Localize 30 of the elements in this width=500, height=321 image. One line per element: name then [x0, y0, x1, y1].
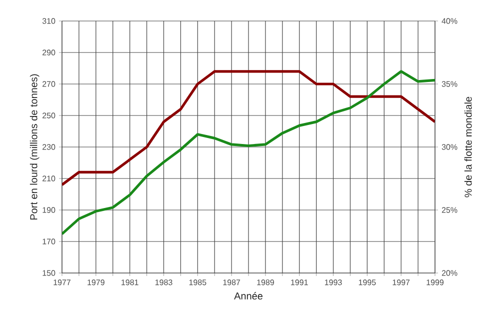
- y-axis-title: Port en lourd (millions de tonnes): [30, 74, 40, 220]
- y2-axis-title: % de la flotte mondiale: [464, 96, 472, 198]
- x-tick-label: 1983: [155, 280, 172, 286]
- y-tick-label: 230: [42, 144, 56, 150]
- y-tick-label: 270: [42, 81, 56, 87]
- x-tick-label: 1991: [291, 280, 308, 286]
- y2-tick-label: 25%: [442, 207, 458, 213]
- y2-tick-label: 20%: [442, 270, 458, 276]
- x-tick-label: 1979: [88, 280, 104, 286]
- x-tick-label: 1987: [223, 280, 240, 286]
- x-tick-label: 1985: [189, 280, 206, 286]
- y-tick-label: 170: [42, 238, 56, 244]
- y-tick-label: 290: [42, 50, 56, 56]
- y2-tick-label: 40%: [442, 18, 458, 24]
- x-axis-title: Année: [234, 292, 263, 300]
- y-tick-label: 190: [42, 207, 56, 213]
- y-tick-label: 210: [42, 176, 56, 182]
- x-tick-label: 1993: [324, 280, 342, 286]
- y-tick-label: 250: [42, 112, 56, 118]
- y-tick-label: 150: [42, 270, 56, 276]
- x-tick-label: 1989: [257, 280, 274, 286]
- y-tick-label: 310: [42, 18, 56, 24]
- x-tick-label: 1981: [122, 280, 138, 286]
- x-tick-label: 1997: [392, 280, 410, 286]
- line-series: [62, 70, 436, 236]
- x-tick-label: 1977: [54, 280, 70, 286]
- x-tick-label: 1995: [358, 280, 376, 286]
- x-tick-label: 1999: [426, 280, 444, 286]
- y2-tick-label: 35%: [442, 81, 458, 87]
- y2-tick-label: 30%: [442, 144, 458, 150]
